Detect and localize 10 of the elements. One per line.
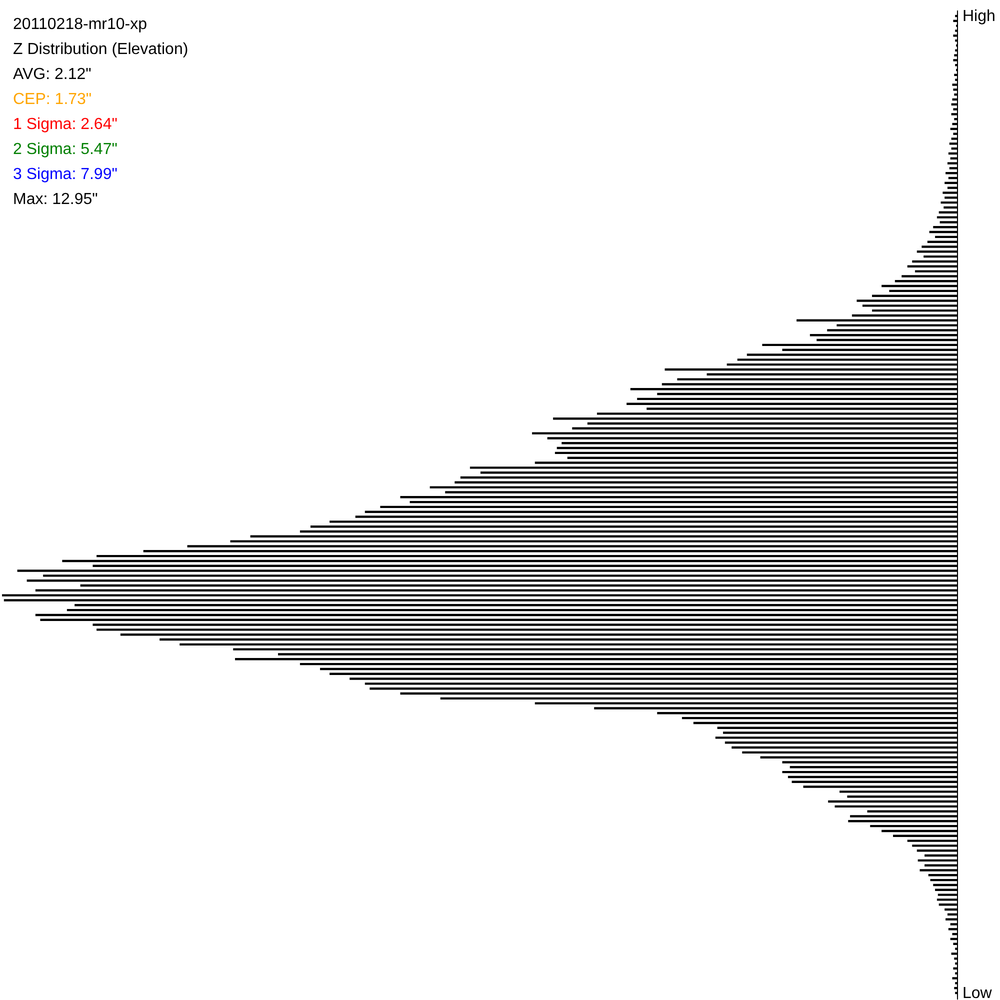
y-tick-label: Low bbox=[962, 984, 992, 1000]
annotation: 3 Sigma: 7.99" bbox=[13, 166, 118, 183]
y-tick-label: High bbox=[962, 8, 996, 26]
annotation: AVG: 2.12" bbox=[13, 66, 92, 83]
annotation: 1 Sigma: 2.64" bbox=[13, 116, 118, 133]
annotation: Max: 12.95" bbox=[13, 191, 98, 208]
annotation: CEP: 1.73" bbox=[13, 91, 92, 108]
text: Z Distribution (Elevation) bbox=[13, 41, 188, 58]
chart-title: 20110218-mr10-xp bbox=[13, 16, 148, 33]
annotation: 2 Sigma: 5.47" bbox=[13, 141, 118, 158]
